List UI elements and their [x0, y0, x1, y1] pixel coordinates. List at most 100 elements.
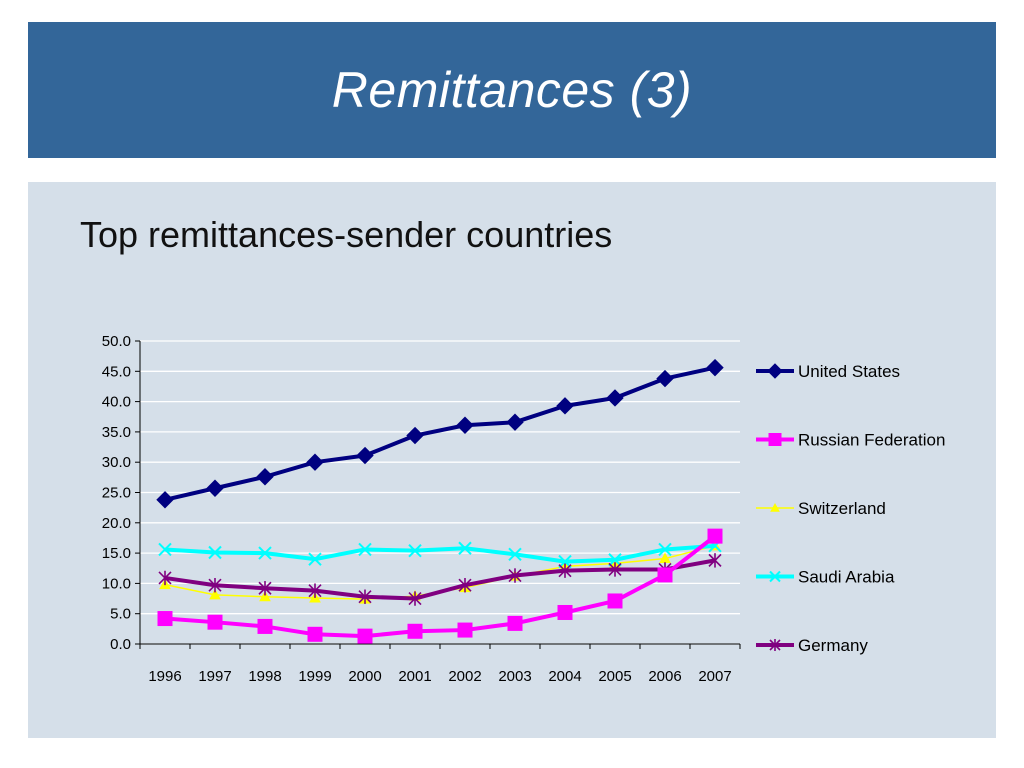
x-tick-label: 1999: [298, 668, 331, 685]
marker-stroke: [308, 552, 322, 566]
data-point: [508, 568, 522, 583]
x-tick-label: 2002: [448, 668, 481, 685]
legend-label: Switzerland: [798, 499, 886, 518]
legend-label: United States: [798, 362, 900, 381]
y-tick-label: 35.0: [102, 424, 131, 441]
marker-stroke: [208, 545, 222, 560]
data-point: [358, 589, 372, 604]
slide-subtitle: Top remittances-sender countries: [80, 214, 613, 255]
data-point: [707, 528, 723, 544]
data-point: [767, 363, 783, 379]
data-point: [768, 433, 782, 446]
data-point: [209, 588, 221, 600]
data-point: [770, 502, 780, 512]
data-point: [158, 570, 172, 586]
series-germany: [158, 553, 722, 606]
y-tick-label: 20.0: [102, 515, 131, 532]
data-point: [258, 546, 272, 560]
data-point: [408, 591, 422, 606]
y-tick-label: 30.0: [102, 454, 131, 471]
marker-stroke: [258, 546, 272, 560]
marker-stroke: [358, 542, 372, 557]
content-panel: [28, 182, 996, 738]
data-point: [658, 542, 672, 557]
data-point: [208, 578, 222, 593]
data-point: [258, 581, 272, 596]
data-point: [257, 618, 273, 634]
data-point: [608, 562, 622, 577]
x-tick-label: 1996: [148, 668, 181, 685]
data-point: [657, 567, 673, 583]
y-tick-label: 25.0: [102, 485, 131, 502]
series-russian-federation: [157, 528, 723, 644]
data-point: [507, 615, 523, 631]
legend-entry: Russian Federation: [756, 431, 945, 450]
series-united-states: [156, 358, 724, 509]
legend-label: Russian Federation: [798, 431, 945, 450]
data-point: [308, 583, 322, 598]
marker-stroke: [158, 542, 172, 557]
series-line: [164, 558, 716, 601]
data-point: [508, 547, 522, 562]
data-point: [457, 622, 473, 638]
marker-stroke: [408, 543, 422, 558]
data-point: [407, 623, 423, 639]
data-point: [558, 563, 572, 578]
data-point: [156, 491, 174, 509]
data-point: [506, 413, 524, 431]
legend-entry: Saudi Arabia: [756, 568, 895, 587]
x-tick-label: 1997: [198, 668, 231, 685]
series-line: [164, 534, 717, 639]
y-tick-label: 15.0: [102, 545, 131, 562]
data-point: [556, 397, 574, 415]
x-tick-label: 2006: [648, 668, 681, 685]
data-point: [357, 628, 373, 644]
data-point: [306, 453, 324, 471]
marker-stroke: [769, 570, 781, 583]
series-line: [164, 543, 716, 564]
marker-stroke: [508, 547, 522, 562]
data-point: [356, 446, 374, 465]
line-chart: 0.0 5.0 10.0 15.0 20.0 25.0 30.0 35.0 40.0 45.0 50…: [102, 333, 946, 685]
data-point: [557, 604, 573, 620]
data-point: [206, 479, 224, 497]
data-point: [769, 570, 781, 583]
data-point: [607, 593, 623, 609]
series-saudi-arabia: [158, 539, 722, 569]
data-point: [708, 553, 722, 568]
legend-label: Germany: [798, 636, 868, 655]
data-point: [256, 468, 274, 486]
data-point: [458, 578, 472, 593]
data-point: [259, 590, 271, 602]
data-point: [157, 611, 173, 627]
x-tick-label: 2007: [698, 668, 731, 685]
x-tick-label: 2003: [498, 668, 531, 685]
y-tick-label: 10.0: [102, 575, 131, 592]
data-point: [208, 545, 222, 560]
data-point: [158, 542, 172, 557]
data-point: [358, 542, 372, 557]
y-tick-label: 40.0: [102, 394, 131, 411]
x-tick-label: 2004: [548, 668, 581, 685]
data-point: [656, 369, 674, 388]
y-tick-label: 45.0: [102, 363, 131, 380]
data-point: [456, 416, 474, 434]
x-tick-label: 2001: [398, 668, 431, 685]
series-line: [164, 365, 716, 502]
marker-stroke: [658, 542, 672, 557]
legend-entry: Switzerland: [756, 499, 886, 518]
data-point: [608, 553, 622, 567]
data-point: [406, 426, 424, 445]
y-tick-label: 50.0: [102, 333, 131, 350]
x-tick-label: 2000: [348, 668, 381, 685]
data-point: [207, 614, 223, 630]
legend-entry: United States: [756, 362, 900, 381]
data-point: [408, 543, 422, 558]
legend-label: Saudi Arabia: [798, 568, 895, 587]
title-bar: Remittances (3): [28, 22, 996, 158]
marker-stroke: [458, 541, 472, 555]
slide-title: Remittances (3): [331, 62, 693, 118]
data-point: [307, 626, 323, 642]
data-point: [606, 389, 624, 407]
y-tick-label: 0.0: [110, 636, 131, 653]
